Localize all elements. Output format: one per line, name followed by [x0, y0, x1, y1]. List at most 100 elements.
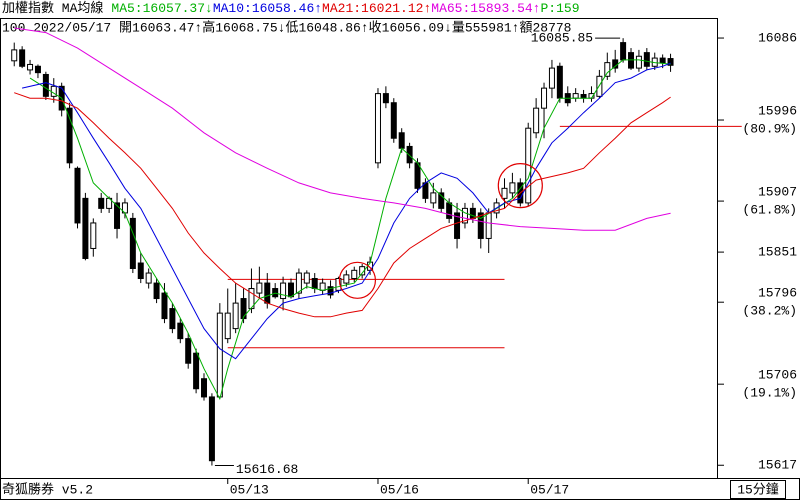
candle-body: [620, 42, 627, 61]
candle-body: [74, 167, 81, 224]
y-tick-label: 16086: [758, 30, 797, 45]
highlight-circle: [497, 163, 543, 209]
candle-body: [374, 93, 381, 164]
candle-body: [145, 272, 152, 284]
info-line: 100 2022/05/17 開16063.47↑高16068.75↓低1604…: [2, 19, 571, 35]
legend-entry: MA5:16057.37↓: [111, 1, 212, 16]
y-tick-label: 15706: [758, 368, 797, 383]
legend-entry: MA10:16058.46↑: [213, 1, 322, 16]
candle-body: [643, 52, 650, 67]
y-tick-label: 15796: [758, 286, 797, 301]
candle-body: [224, 312, 231, 340]
candle-body: [19, 49, 26, 67]
y-tick-note: (61.8%): [742, 203, 797, 218]
candle-body: [343, 274, 350, 284]
candle-body: [27, 63, 34, 71]
highlight-circle: [338, 261, 377, 299]
candle-body: [161, 292, 168, 320]
ma-line: [29, 59, 671, 401]
candle-body: [11, 49, 18, 62]
candle-body: [533, 107, 540, 134]
candle-body: [430, 192, 437, 204]
x-tick-label: 05/16: [380, 482, 419, 497]
candle-body: [406, 145, 413, 164]
header: 加權指數 MA均線 MA5:16057.37↓MA10:16058.46↑MA21…: [2, 0, 580, 16]
candle-body: [359, 266, 366, 276]
candle-body: [438, 192, 445, 209]
candle-body: [129, 217, 136, 269]
x-tick-label: 05/13: [230, 482, 269, 497]
candle-body: [446, 202, 453, 219]
candle-body: [548, 67, 555, 89]
legend-entry: MA21:16021.12↑: [322, 1, 431, 16]
candle-body: [659, 57, 666, 64]
y-tick-label: 15617: [758, 458, 797, 473]
candle-body: [248, 288, 255, 310]
ma-line: [21, 62, 671, 360]
candle-body: [177, 322, 184, 340]
candle-body: [319, 282, 326, 291]
candle-body: [580, 94, 587, 99]
candle-body: [382, 93, 389, 104]
header-title: 加權指數 MA均線: [2, 0, 103, 16]
high-label: 16085.85: [531, 31, 593, 46]
candle-body: [90, 222, 97, 249]
candle-body: [193, 352, 200, 390]
candle-body: [390, 102, 397, 139]
candle-body: [208, 396, 215, 462]
candle-body: [485, 212, 492, 239]
candle-body: [42, 73, 49, 97]
period-box: [730, 480, 786, 499]
candle-body: [303, 272, 310, 284]
candle-body: [216, 312, 223, 398]
legend-entry: MA65:15893.54↑: [431, 1, 540, 16]
candle-body: [477, 212, 484, 239]
candle-body: [635, 55, 642, 69]
candle-body: [311, 278, 318, 290]
candle-body: [398, 132, 405, 149]
candle-body: [414, 162, 421, 189]
ma-line: [14, 27, 671, 231]
candle-body: [327, 286, 334, 296]
candle-body: [256, 282, 263, 294]
candle-body: [82, 197, 89, 259]
candle-body: [153, 282, 160, 300]
legend-entry: P:159: [540, 1, 579, 16]
candle-body: [66, 107, 73, 164]
candle-body: [280, 282, 287, 300]
y-tick-note: (80.9%): [742, 121, 797, 136]
candle-body: [604, 62, 611, 77]
y-tick-label: 15907: [758, 185, 797, 200]
candle-body: [556, 65, 563, 99]
candle-body: [169, 308, 176, 330]
candle-body: [509, 182, 516, 194]
candle-body: [454, 212, 461, 239]
y-tick-note: (19.1%): [742, 386, 797, 401]
candle-body: [137, 262, 144, 280]
x-tick-label: 05/17: [530, 482, 569, 497]
candle-body: [667, 58, 674, 66]
footer: 奇狐勝券 v5.2: [2, 481, 93, 497]
candle-body: [264, 282, 271, 304]
y-tick-note: (38.2%): [742, 304, 797, 319]
candle-body: [461, 207, 468, 224]
candle-body: [98, 197, 105, 209]
candle-body: [541, 87, 548, 109]
candle-body: [185, 338, 192, 364]
y-tick-label: 15851: [758, 245, 797, 260]
candle-body: [572, 93, 579, 99]
candle-body: [114, 202, 121, 229]
candle-body: [295, 272, 302, 294]
candle-body: [232, 302, 239, 330]
candle-body: [469, 207, 476, 219]
candle-body: [501, 187, 508, 199]
ma-line: [14, 92, 671, 318]
candle-body: [34, 65, 41, 74]
y-tick-label: 15996: [758, 103, 797, 118]
candle-body: [351, 269, 358, 280]
candle-body: [201, 378, 208, 398]
candle-body: [287, 282, 294, 298]
period: 15分鐘: [737, 481, 779, 497]
low-label: 15616.68: [236, 462, 298, 477]
